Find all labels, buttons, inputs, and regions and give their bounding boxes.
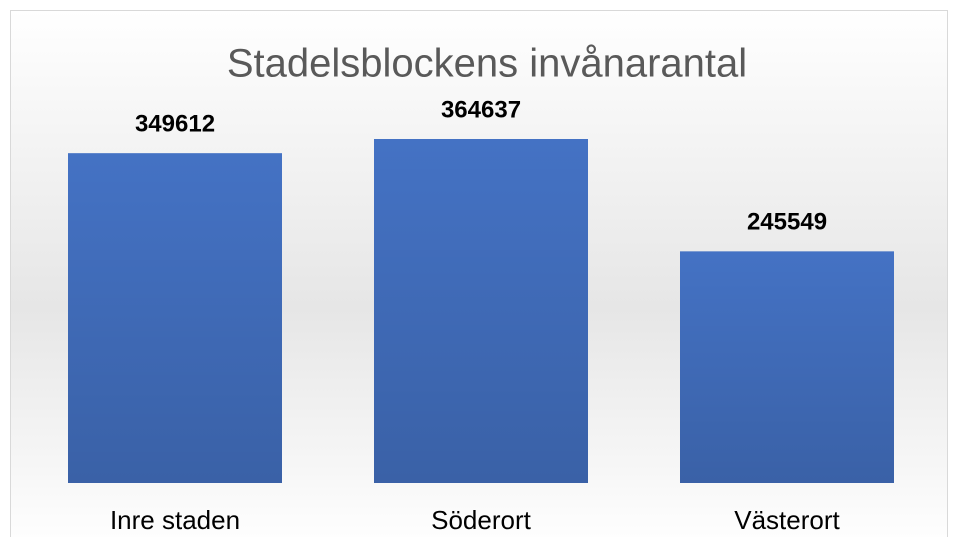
- data-label: 245549: [747, 209, 827, 236]
- bar-shade: [68, 153, 282, 483]
- x-tick-label: Söderort: [431, 505, 531, 535]
- x-tick-label: Inre staden: [110, 505, 240, 535]
- x-tick-label: Västerort: [734, 505, 840, 535]
- data-label: 349612: [135, 111, 215, 138]
- bar-shade: [680, 251, 894, 483]
- data-label: 364637: [441, 96, 521, 123]
- chart-title: Stadelsblockens invånarantal: [227, 42, 747, 86]
- bar-shade: [374, 139, 588, 483]
